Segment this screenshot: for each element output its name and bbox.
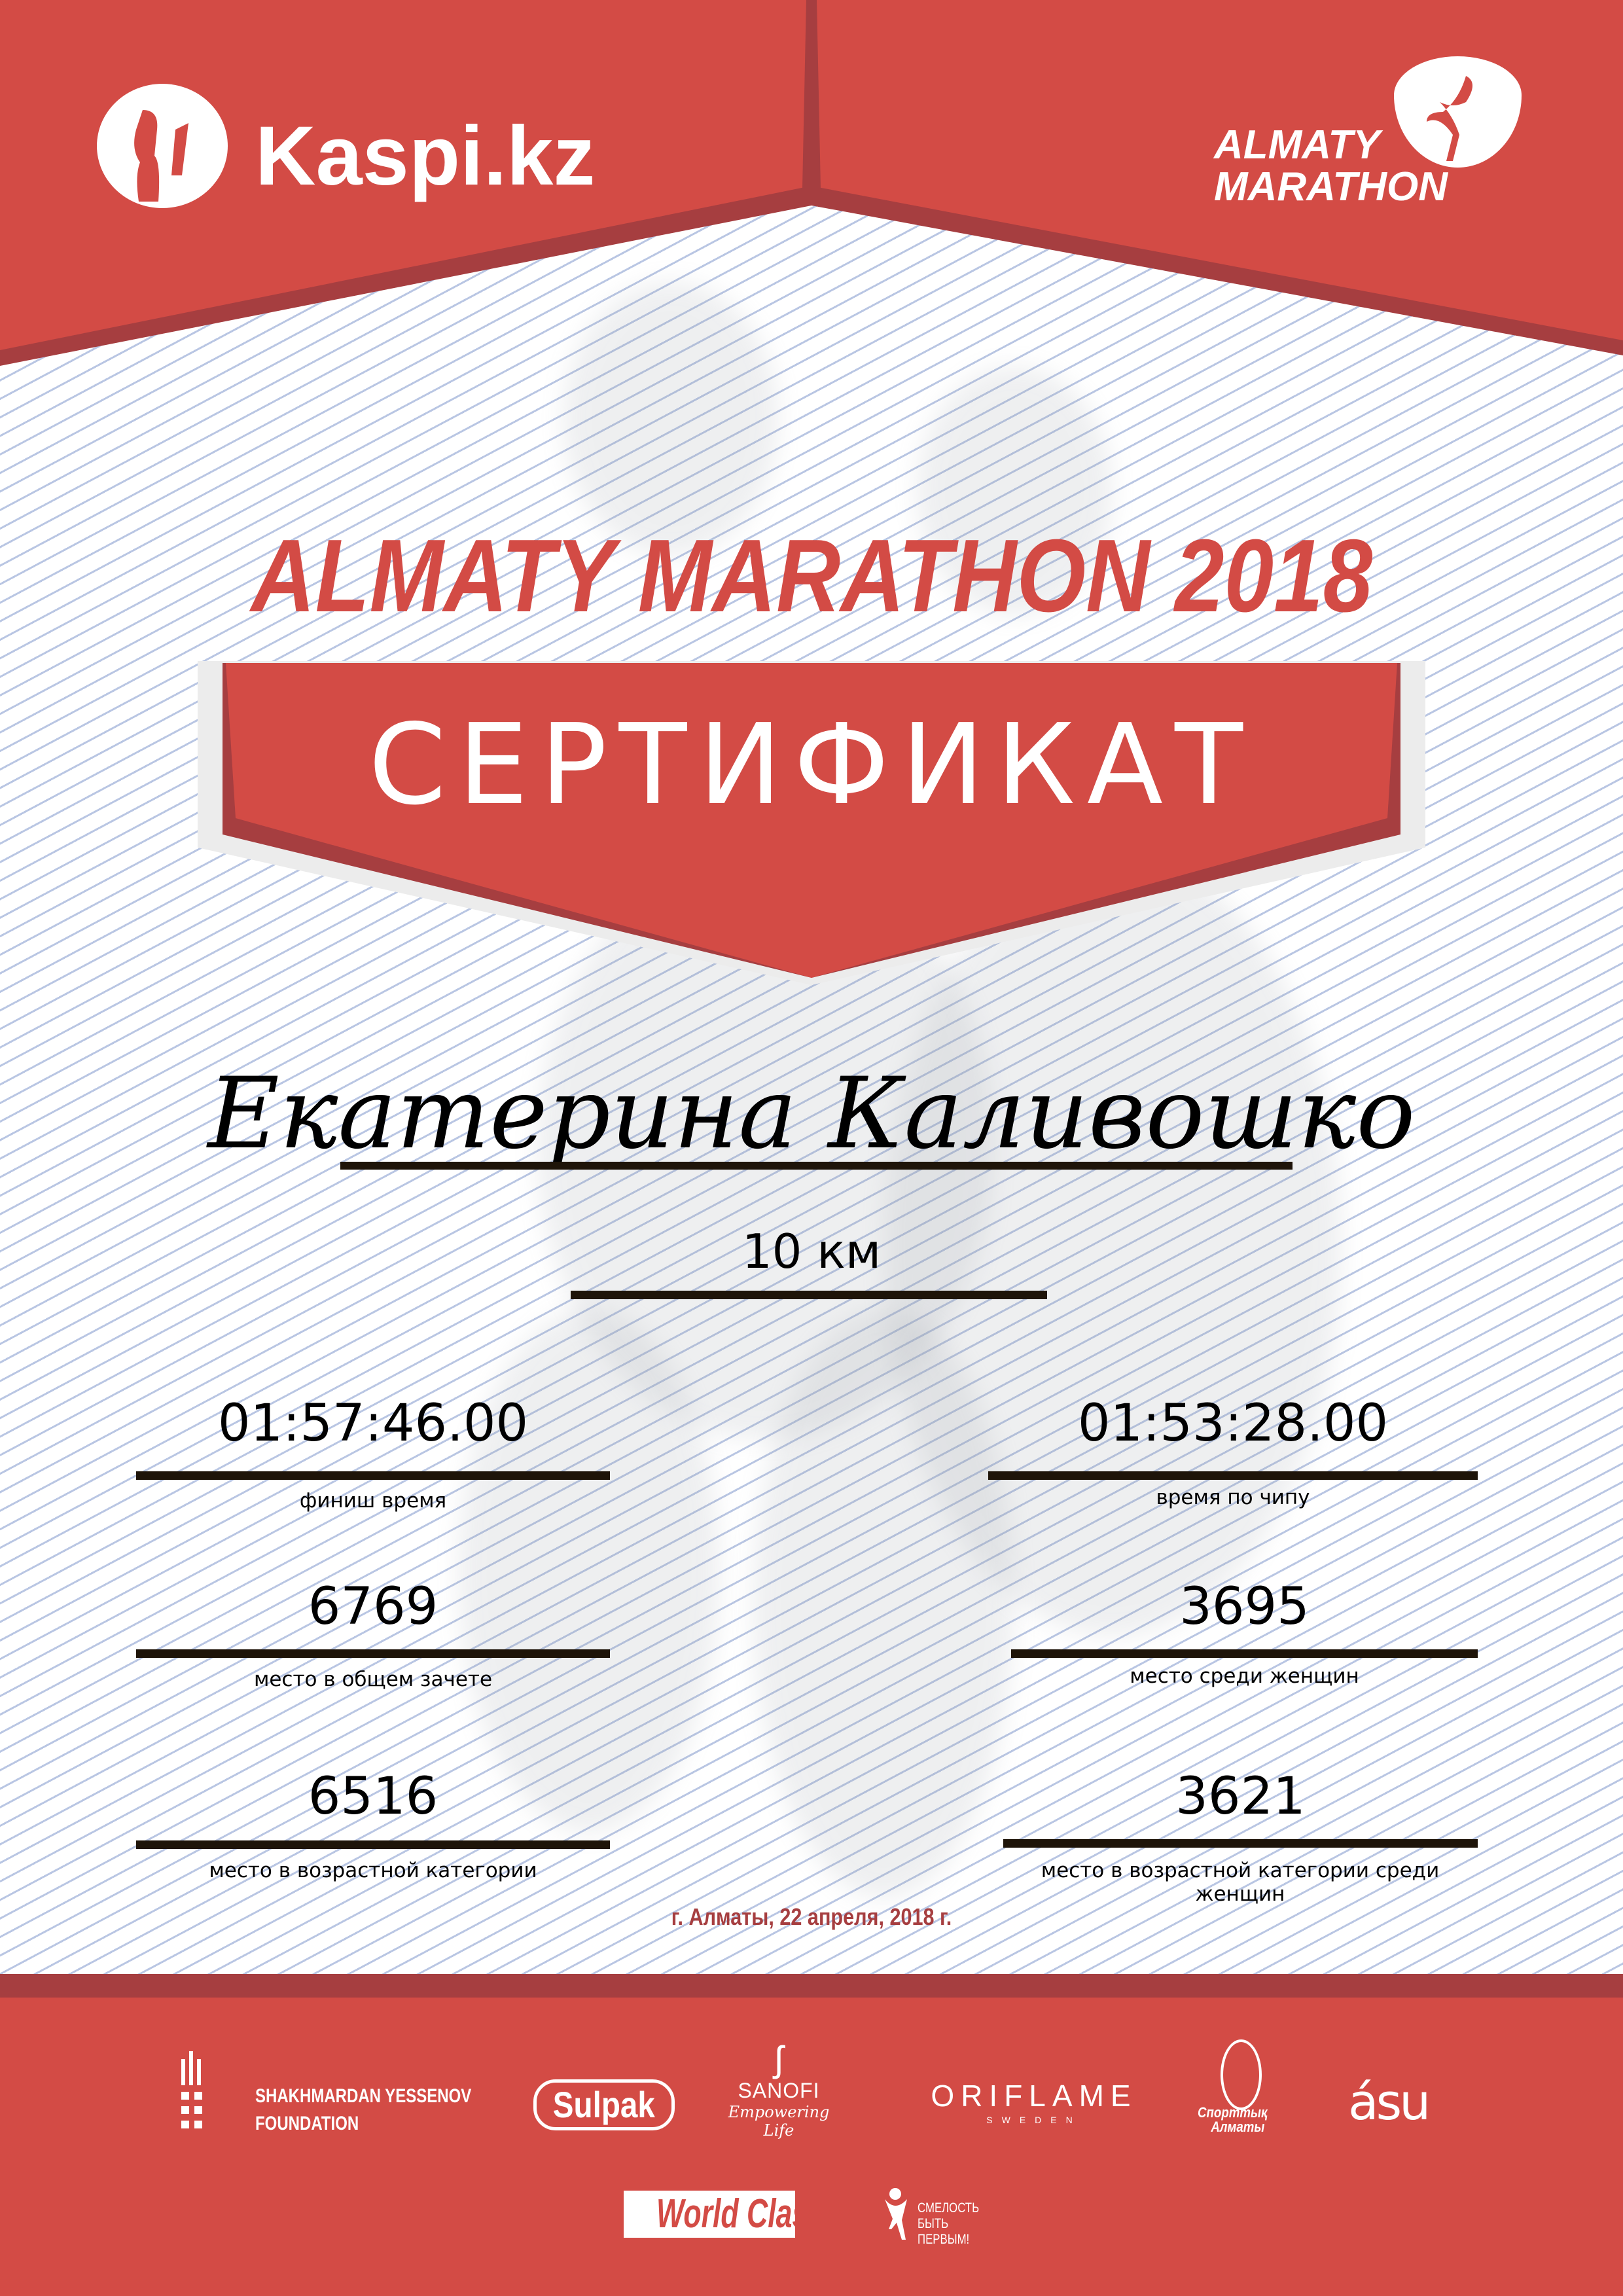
participant-name-wrap: Екатерина Каливошко xyxy=(0,1057,1623,1171)
date-place: г. Алматы, 22 апреля, 2018 г. xyxy=(671,1903,952,1930)
almaty-marathon-runner-icon xyxy=(1394,56,1522,168)
result-rule xyxy=(1011,1649,1478,1658)
result-rule xyxy=(1003,1839,1478,1848)
runner-photo-ghost xyxy=(563,281,779,556)
sport-almaty-logo-text: Спорттық Алматы xyxy=(1198,2106,1267,2134)
event-title-wrap: ALMATY MARATHON 2018 xyxy=(0,517,1623,636)
result-label: время по чипу xyxy=(1156,1486,1310,1509)
header-chevron xyxy=(0,0,1623,366)
worldclass-logo: World Class xyxy=(624,2191,795,2238)
oriflame-sub: SWEDEN xyxy=(986,2115,1082,2125)
yessenov-line-1: SHAKHMARDAN YESSENOV xyxy=(255,2085,472,2107)
name-underline xyxy=(340,1162,1293,1170)
logo-line-2: MARATHON xyxy=(1214,164,1448,209)
result-label: место среди женщин xyxy=(1130,1664,1359,1688)
runner-photo-ghost xyxy=(458,1309,720,1833)
sport-almaty-emblem-icon xyxy=(1221,2039,1262,2110)
certificate-banner xyxy=(198,661,1425,985)
kaspi-logo-text: Kaspi.kz xyxy=(255,109,596,203)
courage-line-2: БЫТЬ xyxy=(918,2216,949,2231)
result-age-place: 6516 xyxy=(136,1767,610,1826)
result-rule xyxy=(136,1649,610,1658)
result-rule xyxy=(988,1471,1478,1480)
oriflame-name: ORIFLAME xyxy=(931,2079,1137,2113)
courage-line-3: ПЕРВЫМ! xyxy=(918,2232,970,2247)
result-label: финиш время xyxy=(299,1489,447,1513)
result-value: 6516 xyxy=(308,1767,438,1826)
result-age-women-place: 3621 xyxy=(1003,1767,1478,1826)
banner-text-wrap: СЕРТИФИКАТ xyxy=(0,700,1623,830)
worldclass-logo-text: World Class xyxy=(656,2191,795,2236)
oriflame-logo: ORIFLAME SWEDEN xyxy=(923,2079,1145,2128)
result-value: 6769 xyxy=(308,1577,438,1636)
result-overall-place: 6769 xyxy=(136,1577,610,1636)
result-value: 3695 xyxy=(1179,1577,1310,1636)
result-label: место в общем зачете xyxy=(253,1668,493,1691)
distance: 10 км xyxy=(741,1224,882,1279)
courage-fund-runner-icon xyxy=(885,2188,907,2240)
sport-almaty-line-1: Спорттық xyxy=(1198,2104,1268,2121)
result-rule xyxy=(136,1840,610,1849)
logo-line-1: ALMATY xyxy=(1214,122,1380,168)
participant-name: Екатерина Каливошко xyxy=(207,1057,1416,1171)
sanofi-bird-icon: ʃ xyxy=(774,2038,783,2079)
runner-photo-ghost xyxy=(753,1309,1014,1898)
result-women-place: 3695 xyxy=(1011,1577,1478,1636)
sulpak-logo-text: Sulpak xyxy=(552,2084,656,2125)
sulpak-logo: Sulpak xyxy=(533,2079,675,2130)
event-title: ALMATY MARATHON 2018 xyxy=(251,518,1372,634)
date-place-wrap: г. Алматы, 22 апреля, 2018 г. xyxy=(0,1903,1623,1931)
yessenov-logo-text: SHAKHMARDAN YESSENOV FOUNDATION xyxy=(255,2083,471,2138)
result-label: место в возрастной категории среди женщи… xyxy=(1041,1859,1440,1906)
result-value: 01:53:28.00 xyxy=(1077,1394,1389,1453)
distance-underline xyxy=(571,1291,1047,1299)
distance-wrap: 10 км xyxy=(0,1224,1623,1279)
sanofi-logo: ʃ SANOFI Empowering Life xyxy=(713,2039,844,2140)
footer-band xyxy=(0,1974,1623,1998)
runner-photo-ghost xyxy=(883,851,1342,1636)
yessenov-line-2: FOUNDATION xyxy=(255,2113,359,2134)
result-finish-time: 01:57:46.00 xyxy=(136,1394,610,1453)
runner-photo-ghost xyxy=(916,367,1113,615)
asu-logo: ásu xyxy=(1348,2073,1431,2131)
sanofi-name: SANOFI xyxy=(738,2079,820,2102)
footer: SHAKHMARDAN YESSENOV FOUNDATION Sulpak ʃ… xyxy=(0,1998,1623,2296)
sport-almaty-line-2: Алматы xyxy=(1211,2119,1265,2135)
result-label: место в возрастной категории xyxy=(209,1859,537,1882)
certificate-heading: СЕРТИФИКАТ xyxy=(368,700,1255,830)
yessenov-logo-icon xyxy=(181,2051,202,2128)
result-rule xyxy=(136,1471,610,1480)
courage-line-1: СМЕЛОСТЬ xyxy=(918,2200,980,2215)
result-chip-time: 01:53:28.00 xyxy=(988,1394,1478,1453)
sanofi-tagline: Empowering Life xyxy=(728,2103,830,2140)
result-value: 01:57:46.00 xyxy=(217,1394,529,1453)
result-value: 3621 xyxy=(1175,1767,1306,1826)
almaty-marathon-logo-text: ALMATY MARATHON xyxy=(1214,124,1448,208)
kaspi-logo-icon xyxy=(97,84,228,208)
courage-fund-text: СМЕЛОСТЬ БЫТЬ ПЕРВЫМ! xyxy=(918,2200,979,2248)
